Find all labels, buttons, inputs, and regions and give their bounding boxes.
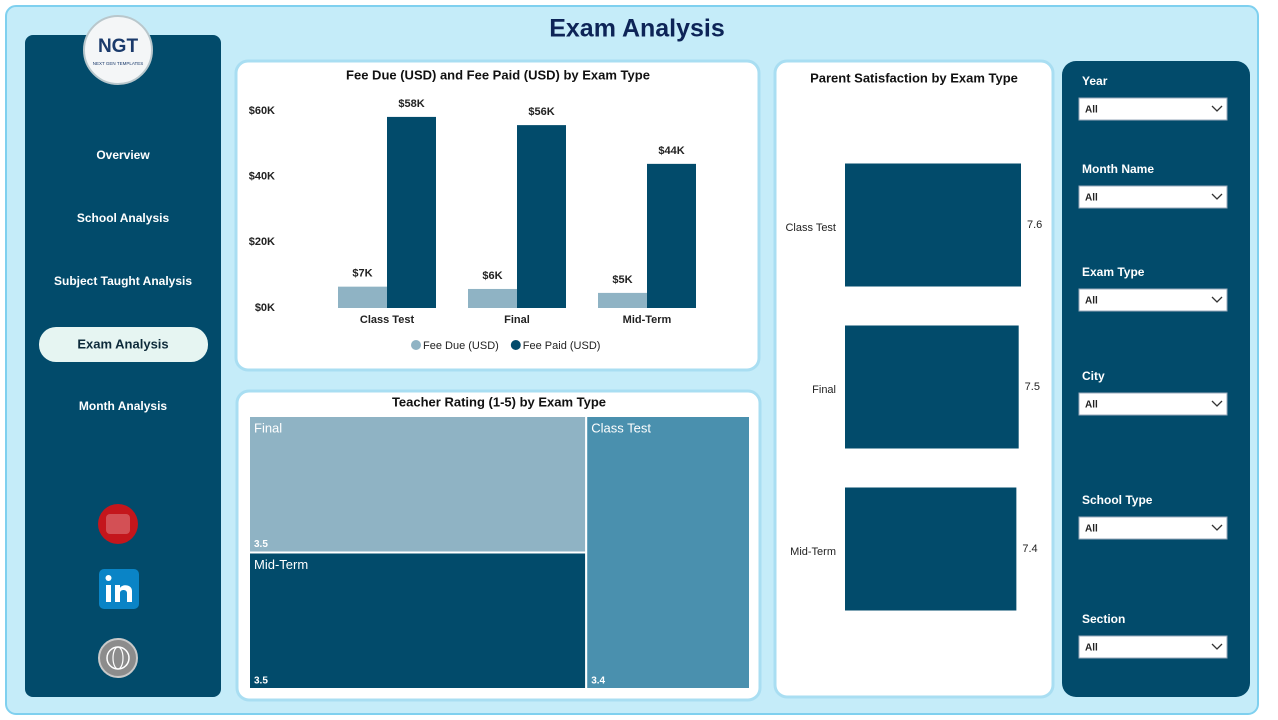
filter-label: City <box>1082 369 1105 383</box>
bar <box>338 286 387 308</box>
website-icon[interactable] <box>98 638 138 678</box>
y-tick-label: Mid-Term <box>790 546 836 558</box>
filter-label: Year <box>1082 74 1108 88</box>
dropdown-value: All <box>1085 524 1098 535</box>
website-globe <box>112 646 124 670</box>
dropdown-chevron <box>1211 524 1223 531</box>
dropdown[interactable] <box>1078 185 1228 209</box>
chart-title: Teacher Rating (1-5) by Exam Type <box>392 394 606 409</box>
linkedin-glyph <box>115 585 132 602</box>
cell-value: 3.5 <box>254 676 268 687</box>
filter-label: Section <box>1082 612 1125 626</box>
linkedin-icon[interactable] <box>99 569 139 609</box>
x-tick-label: Mid-Term <box>623 314 672 326</box>
legend-swatch <box>411 340 421 350</box>
bar <box>598 292 647 308</box>
bar <box>647 163 696 308</box>
x-tick-label: Final <box>504 314 530 326</box>
page-title: Exam Analysis <box>549 15 725 43</box>
bar <box>845 163 1021 287</box>
dropdown-chevron <box>1211 296 1223 303</box>
logo-tagline: NEXT GEN TEMPLATES <box>93 61 144 66</box>
active-nav-pill <box>39 327 208 362</box>
data-label: 7.4 <box>1022 543 1037 555</box>
data-label: $56K <box>528 106 554 118</box>
linkedin-glyph <box>106 585 111 602</box>
treemap-cell <box>585 415 752 690</box>
chart-title: Parent Satisfaction by Exam Type <box>810 70 1018 85</box>
dropdown[interactable] <box>1078 392 1228 416</box>
data-label: $5K <box>612 274 632 286</box>
dropdown-value: All <box>1085 193 1098 204</box>
legend-label: Fee Paid (USD) <box>523 340 601 352</box>
sidebar <box>25 35 221 697</box>
data-label: $7K <box>352 268 372 280</box>
website-circle <box>98 638 138 678</box>
youtube-glyph <box>106 514 130 534</box>
filter-label: Exam Type <box>1082 265 1145 279</box>
dropdown[interactable] <box>1078 288 1228 312</box>
youtube-circle <box>98 504 138 544</box>
y-tick-label: Class Test <box>785 222 836 234</box>
treemap-cell <box>248 415 588 554</box>
dropdown-chevron <box>1211 400 1223 407</box>
filter-label: Month Name <box>1082 162 1154 176</box>
y-tick-label: Final <box>812 384 836 396</box>
dropdown-value: All <box>1085 296 1098 307</box>
bar <box>387 116 436 308</box>
nav-item-active[interactable]: Exam Analysis <box>77 336 168 351</box>
dropdown-value: All <box>1085 400 1098 411</box>
youtube-icon[interactable] <box>98 504 138 544</box>
dropdown[interactable] <box>1078 516 1228 540</box>
dropdown[interactable] <box>1078 97 1228 121</box>
nav-item[interactable]: Subject Taught Analysis <box>54 274 192 288</box>
cell-label: Class Test <box>591 420 651 435</box>
dropdown-chevron <box>1211 643 1223 650</box>
dropdown-chevron <box>1211 105 1223 112</box>
data-label: 7.6 <box>1027 219 1042 231</box>
nav-item[interactable]: Month Analysis <box>79 399 168 413</box>
dropdown-value: All <box>1085 643 1098 654</box>
bar <box>845 487 1017 611</box>
x-tick-label: Class Test <box>360 314 415 326</box>
legend-swatch <box>510 340 521 350</box>
data-label: $44K <box>658 145 684 157</box>
nav-item[interactable]: Overview <box>96 148 150 162</box>
dropdown-chevron <box>1211 193 1223 200</box>
cell-value: 3.5 <box>254 539 268 550</box>
cell-label: Mid-Term <box>254 557 308 572</box>
bar <box>517 125 566 308</box>
cell-label: Final <box>254 420 282 435</box>
bar <box>468 288 517 308</box>
bar <box>845 325 1019 449</box>
y-tick-label: $60K <box>249 105 275 117</box>
y-tick-label: $40K <box>249 171 275 183</box>
linkedin-glyph <box>105 575 112 581</box>
data-label: 7.5 <box>1025 381 1040 393</box>
chart-title: Fee Due (USD) and Fee Paid (USD) by Exam… <box>346 67 650 82</box>
treemap-cell <box>248 551 588 690</box>
filter-label: School Type <box>1082 493 1153 507</box>
nav-item[interactable]: School Analysis <box>77 211 170 225</box>
y-tick-label: $20K <box>249 236 275 248</box>
legend-label: Fee Due (USD) <box>423 340 499 352</box>
dropdown[interactable] <box>1078 635 1228 659</box>
logo <box>83 15 153 85</box>
cell-value: 3.4 <box>591 676 605 687</box>
data-label: $6K <box>482 270 502 282</box>
dropdown-value: All <box>1085 105 1098 116</box>
data-label: $58K <box>398 98 424 110</box>
y-tick-label: $0K <box>255 302 275 314</box>
logo-text: NGT <box>98 36 139 57</box>
